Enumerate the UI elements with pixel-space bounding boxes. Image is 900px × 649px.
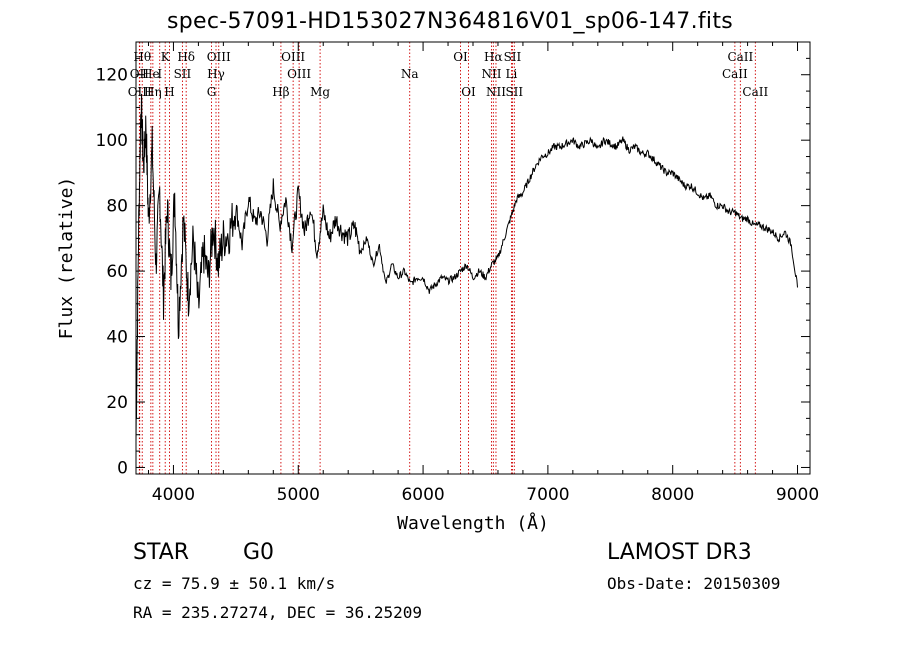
y-tick-label: 100 [96,131,128,151]
line-label-27: CaII [722,67,748,81]
line-label-28: CaII [742,85,768,99]
line-label-21: SII [504,50,522,64]
observation-date: Obs-Date: 20150309 [607,574,781,593]
emission-line-markers [138,42,756,474]
spectrum-line [135,93,798,442]
x-tick-label: 5000 [277,485,320,505]
line-label-17: Na [401,67,419,81]
line-label-26: CaII [727,50,753,64]
x-tick-label: 6000 [401,485,444,505]
line-label-9: Hδ [177,50,195,64]
object-subclass: G0 [243,540,275,565]
line-label-19: OI [461,85,476,99]
axes: 4000 5000 6000 7000 8000 9000 0 20 40 60 80 100 120 W… [56,41,819,534]
redshift-cz: cz = 75.9 ± 50.1 km/s [133,574,336,593]
line-label-4: Hη [144,85,162,99]
line-label-1: OII [130,67,150,81]
line-label-8: SII [174,67,192,81]
x-tick-label: 4000 [152,485,195,505]
line-label-18: OI [453,50,468,64]
y-tick-label: 40 [106,328,128,348]
line-label-23: Li [506,67,518,81]
y-tick-label: 0 [117,458,128,478]
line-label-10: OIII [207,50,231,64]
line-label-12: G [207,85,217,99]
line-label-6: H [164,85,174,99]
line-labels: Hθ OII OIII He Hη K HI SII Hδ OIII Hγ G OIII OIII Hβ Mg… [128,50,769,99]
x-tick-label: 7000 [526,485,569,505]
y-tick-label: 120 [96,66,128,86]
line-label-7: I [157,67,162,81]
line-label-15: Hβ [272,85,289,99]
line-label-22: NII [481,67,501,81]
line-label-24: NII [486,85,506,99]
spectrum-series [135,93,798,442]
line-label-25: SII [505,85,523,99]
line-label-2: OIII [128,85,152,99]
y-tick-label: 80 [106,197,128,217]
y-axis-label: Flux (relative) [56,177,77,340]
line-label-13: OIII [281,50,305,64]
line-label-20: Hα [484,50,503,64]
x-tick-label: 9000 [776,485,819,505]
line-label-16: Mg [310,85,330,99]
y-tick-label: 60 [106,262,128,282]
chart-title: spec-57091-HD153027N364816V01_sp06-147.f… [166,9,734,34]
coordinates: RA = 235.27274, DEC = 36.25209 [133,603,422,622]
y-tick-label: 20 [106,393,128,413]
line-label-0: Hθ [133,50,151,64]
plot-frame [135,41,811,475]
line-label-14: OIII [287,67,311,81]
line-label-11: Hγ [207,67,225,81]
x-tick-label: 8000 [651,485,694,505]
object-class: STAR [133,540,190,565]
survey-name: LAMOST DR3 [607,540,752,565]
line-label-5: K [161,50,171,64]
x-axis-label: Wavelength (Å) [397,512,549,534]
line-label-3: He [142,67,160,81]
